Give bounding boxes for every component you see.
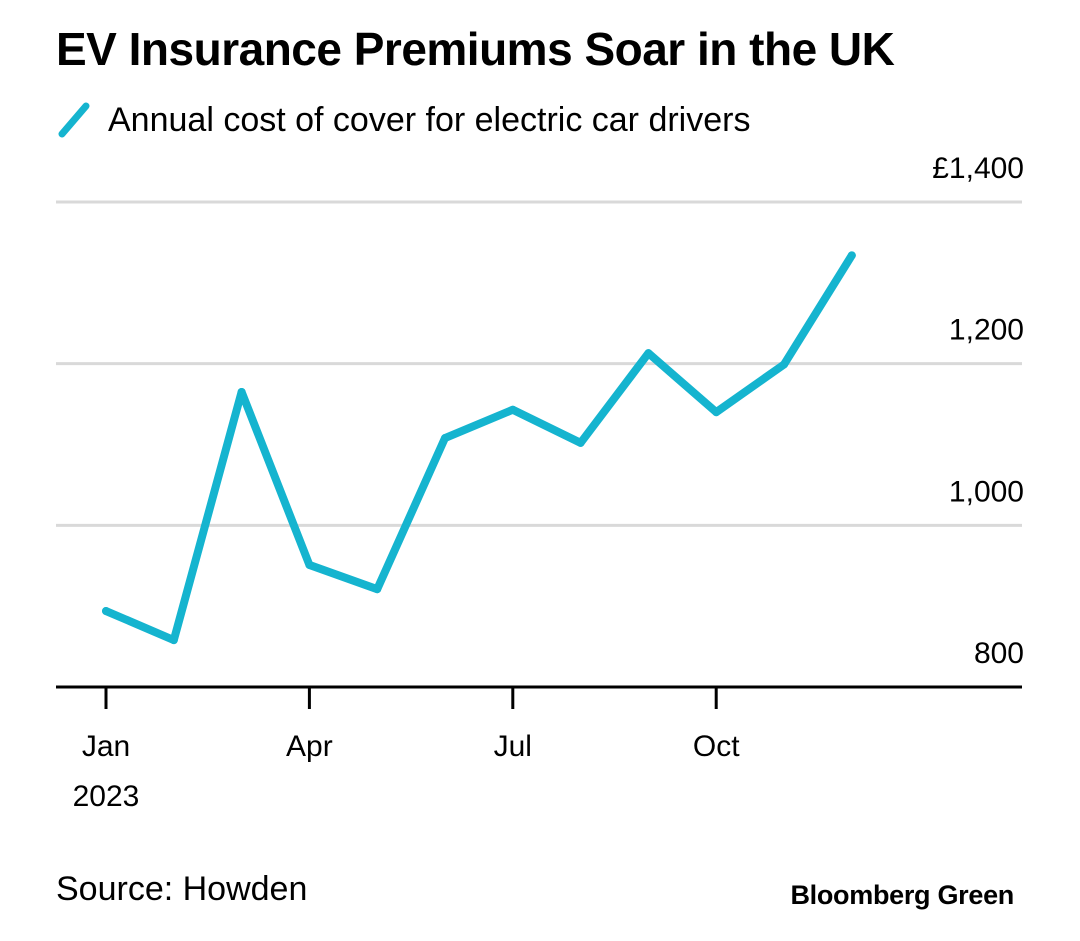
y-tick-label-800: 800 xyxy=(974,637,1024,670)
y-axis-tick-labels: 800 1,000 1,200 £1,400 xyxy=(932,152,1024,670)
data-point-aug-2023 xyxy=(576,438,585,447)
grid-lines xyxy=(56,200,1022,527)
data-point-apr-2023 xyxy=(305,560,314,569)
data-point-mar-2023 xyxy=(237,387,246,396)
chart-legend: Annual cost of cover for electric car dr… xyxy=(56,98,750,142)
line-chart: 800 1,000 1,200 £1,400 Jan 2023 Apr Jul Oct xyxy=(56,152,1024,813)
data-point-oct-2023 xyxy=(712,408,721,417)
chart-title: EV Insurance Premiums Soar in the UK xyxy=(56,23,895,75)
series-lines xyxy=(102,251,856,645)
data-point-jul-2023 xyxy=(508,405,517,414)
legend-label: Annual cost of cover for electric car dr… xyxy=(108,100,751,139)
x-tick-sublabel-2023: 2023 xyxy=(73,780,140,813)
y-tick-label-1200: 1,200 xyxy=(949,314,1024,347)
data-point-jan-2023 xyxy=(102,607,110,616)
x-axis-tick-labels: Jan 2023 Apr Jul Oct xyxy=(73,687,740,813)
series-line-0 xyxy=(102,251,856,645)
data-point-jun-2023 xyxy=(441,434,449,443)
x-tick-label-oct: Oct xyxy=(693,730,740,763)
brand-logo: Bloomberg Green xyxy=(790,880,1014,910)
x-tick-label-apr: Apr xyxy=(286,730,333,763)
y-tick-label-1000: 1,000 xyxy=(949,475,1024,508)
data-point-nov-2023 xyxy=(780,360,788,369)
data-point-may-2023 xyxy=(373,585,382,594)
data-point-dec-2023 xyxy=(847,251,856,260)
data-point-feb-2023 xyxy=(169,636,178,645)
data-point-sep-2023 xyxy=(644,349,653,358)
source-note: Source: Howden xyxy=(56,870,308,908)
legend-line-swatch xyxy=(58,102,90,138)
y-tick-label-1400: £1,400 xyxy=(932,152,1024,185)
legend-swatch-stroke xyxy=(58,102,90,138)
x-tick-label-jan: Jan xyxy=(82,730,130,763)
x-tick-label-jul: Jul xyxy=(494,730,532,763)
